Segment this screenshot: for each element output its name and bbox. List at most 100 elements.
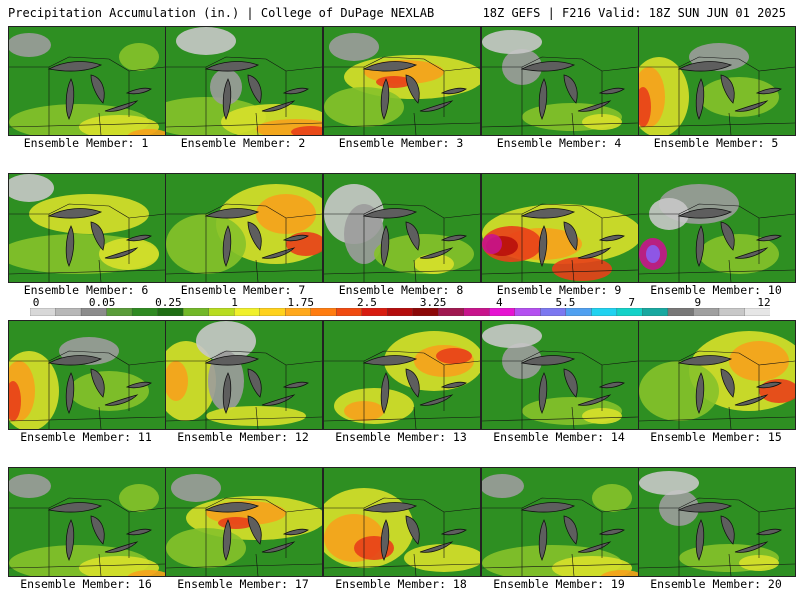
precip-area: [291, 126, 322, 135]
lake-outline: [677, 355, 733, 366]
valid-time: 18Z GEFS | F216 Valid: 18Z SUN JUN 01 20…: [482, 6, 786, 20]
lake-outline: [440, 234, 467, 242]
border-line: [639, 269, 795, 275]
precip-area: [552, 257, 612, 281]
colorbar-swatch: [157, 308, 184, 316]
border-line: [166, 416, 322, 422]
lake-outline: [695, 78, 705, 120]
border-line: [728, 406, 732, 429]
ensemble-member-label: Ensemble Member: 17: [177, 577, 309, 591]
border-line: [482, 563, 638, 569]
ensemble-panel: [481, 26, 639, 136]
border-line: [166, 350, 322, 366]
border-line: [166, 563, 322, 569]
colorbar-tick-label: 0: [32, 296, 40, 309]
border-line: [255, 112, 259, 135]
lake-outline: [362, 208, 418, 219]
border-line: [482, 56, 638, 72]
colorbar-swatch: [489, 308, 516, 316]
border-line: [98, 553, 102, 576]
lake-outline: [563, 368, 578, 398]
ensemble-member-label: Ensemble Member: 3: [338, 136, 464, 150]
border-line: [728, 259, 732, 282]
colorbar-swatch: [463, 308, 490, 316]
ensemble-member-label: Ensemble Member: 12: [177, 430, 309, 444]
ensemble-member-label: Ensemble Member: 11: [20, 430, 152, 444]
lake-outline: [282, 381, 309, 389]
border-line: [9, 497, 165, 513]
ensemble-panel: [638, 467, 796, 577]
precip-area: [482, 30, 542, 54]
ensemble-panel: [323, 320, 481, 430]
colorbar-tick-label: 12: [757, 296, 771, 309]
precip-area: [729, 341, 789, 381]
lake-outline: [282, 528, 309, 536]
precip-map: [482, 468, 638, 576]
ensemble-member-label: Ensemble Member: 2: [180, 136, 306, 150]
precip-area: [127, 570, 165, 576]
precip-area: [206, 406, 306, 426]
precip-area: [119, 484, 159, 512]
precip-area: [9, 174, 54, 202]
precip-area: [592, 484, 632, 512]
precip-area: [639, 471, 699, 495]
border-line: [413, 259, 417, 282]
colorbar-swatch: [514, 308, 541, 316]
lake-outline: [720, 515, 735, 545]
lake-outline: [677, 208, 733, 219]
colorbar-swatch: [131, 308, 159, 316]
border-line: [9, 203, 165, 219]
colorbar-swatch: [642, 308, 669, 316]
precip-area: [582, 114, 622, 130]
precip-map: [639, 321, 795, 429]
border-line: [324, 350, 480, 366]
border-line: [571, 259, 575, 282]
border-line: [728, 553, 732, 576]
precip-area: [482, 324, 542, 348]
border-line: [166, 56, 322, 72]
colorbar-tick-label: 9: [694, 296, 702, 309]
colorbar-tick-label: 0.05: [88, 296, 116, 309]
colorbar-swatch: [233, 308, 261, 316]
precip-area: [196, 321, 256, 361]
ensemble-panel: [323, 173, 481, 283]
lake-outline: [563, 221, 578, 251]
ensemble-member-label: Ensemble Member: 14: [493, 430, 625, 444]
colorbar-swatch: [285, 308, 312, 316]
lake-outline: [125, 381, 152, 389]
border-line: [482, 350, 638, 366]
lake-outline: [204, 208, 260, 219]
precip-map: [9, 174, 165, 282]
lake-outline: [247, 221, 262, 251]
lake-outline: [720, 221, 735, 251]
ensemble-member-label: Ensemble Member: 9: [496, 283, 622, 297]
border-line: [324, 122, 480, 128]
lake-outline: [677, 61, 733, 72]
colorbar-swatch: [30, 308, 57, 316]
colorbar-swatch: [438, 308, 465, 316]
precip-map: [166, 468, 322, 576]
map-title: Precipitation Accumulation (in.) | Colle…: [8, 6, 435, 20]
lake-outline: [204, 61, 260, 72]
ensemble-panel: [638, 173, 796, 283]
precip-map: [324, 321, 480, 429]
precip-map: [482, 321, 638, 429]
border-line: [98, 406, 102, 429]
lake-outline: [204, 502, 260, 513]
ensemble-member-label: Ensemble Member: 10: [650, 283, 782, 297]
colorbar-swatch: [667, 308, 695, 316]
border-line: [571, 553, 575, 576]
lake-outline: [440, 528, 467, 536]
lake-outline: [755, 87, 782, 95]
border-line: [639, 350, 795, 366]
lake-outline: [65, 78, 75, 120]
border-line: [166, 269, 322, 275]
border-line: [482, 122, 638, 128]
lake-outline: [405, 74, 420, 104]
border-line: [166, 497, 322, 513]
precip-map: [482, 27, 638, 135]
lake-outline: [90, 74, 105, 104]
border-line: [639, 122, 795, 128]
lake-outline: [405, 368, 420, 398]
border-line: [571, 112, 575, 135]
